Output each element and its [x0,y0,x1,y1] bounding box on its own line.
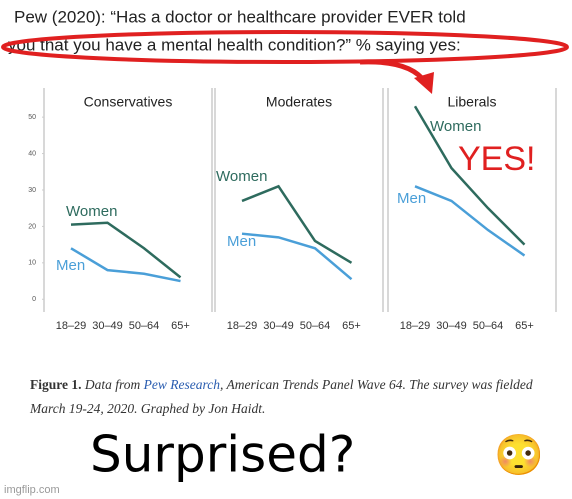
x-tick-label: 50–64 [129,320,160,332]
watermark: imgflip.com [4,484,60,496]
title-line: you that you have a mental health condit… [8,35,461,54]
series-line [70,221,182,279]
x-tick-label: 65+ [342,320,361,332]
annotation: YES! [458,140,535,178]
panel-title: Conservatives [84,94,173,110]
x-tick-label: 50–64 [300,320,331,332]
highlight-ellipse [1,30,569,64]
caption: March 19-24, 2020. Graphed by Jon Haidt. [29,401,265,416]
y-tick-label: 30 [28,187,36,194]
x-tick-label: 65+ [515,320,534,332]
series-label: Men [227,233,256,250]
y-tick-label: 50 [28,114,36,121]
series-line [70,247,181,283]
series-label: Women [430,118,481,135]
caption: Figure 1. Data from Pew Research, Americ… [30,377,533,392]
series-label: Women [216,168,267,185]
series-label: Women [66,203,117,220]
caption-text: , American Trends Panel Wave 64. The sur… [220,377,533,392]
arrow-head [414,72,434,94]
y-tick-label: 40 [28,150,36,157]
x-tick-label: 65+ [171,320,190,332]
x-tick-label: 50–64 [473,320,504,332]
caption-link[interactable]: Pew Research [143,377,221,392]
x-tick-label: 18–29 [400,320,431,332]
x-tick-label: 18–29 [227,320,258,332]
y-tick-label: 20 [28,223,36,230]
y-tick-label: 10 [28,260,36,267]
x-tick-label: 30–49 [92,320,123,332]
series-line [241,184,353,264]
x-tick-label: 30–49 [436,320,467,332]
meme-text: Surprised? [90,426,355,484]
x-tick-label: 18–29 [56,320,87,332]
series-line [241,232,353,281]
panel-title: Moderates [266,94,332,110]
panel-title: Liberals [447,94,496,110]
y-tick-label: 0 [32,296,36,303]
title-line: Pew (2020): “Has a doctor or healthcare … [14,7,466,26]
series-label: Men [397,190,426,207]
series-line [414,185,526,257]
emoji: 😳 [494,434,544,478]
caption-text: Data from [82,377,144,392]
series-label: Men [56,257,85,274]
caption-label: Figure 1. [30,377,82,392]
x-tick-label: 30–49 [263,320,294,332]
series-line [413,105,526,246]
